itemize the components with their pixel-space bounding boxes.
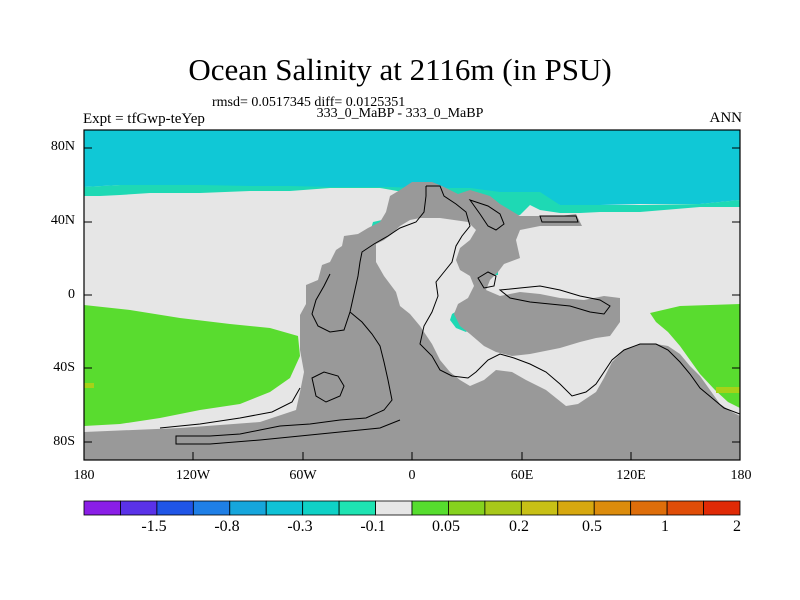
stats-text: rmsd= 0.0517345 diff= 0.0125351 — [212, 95, 406, 110]
coastline — [468, 199, 505, 231]
x-tick-label: 60E — [510, 468, 534, 483]
colorbar-cell — [265, 500, 304, 516]
colorbar-cell — [156, 500, 194, 516]
colorbar-cell — [411, 500, 449, 516]
coastline — [311, 186, 427, 333]
map-area — [84, 130, 740, 460]
south-indian-green — [650, 304, 740, 408]
y-tick-label: 80S — [53, 434, 75, 449]
x-tick-label: 60W — [289, 468, 317, 483]
colorbar-cell — [703, 500, 741, 516]
colorbar-cell — [484, 500, 522, 516]
x-tick-label: 120E — [616, 468, 646, 483]
south-pacific-green — [84, 305, 300, 426]
colorbar-cell — [229, 500, 267, 516]
y-tick-label: 40S — [53, 360, 75, 375]
teal-patch — [458, 188, 468, 194]
experiment-label: Expt = tfGwp-teYep — [83, 111, 205, 127]
colorbar-label: 0.5 — [582, 518, 602, 535]
colorbar-label: -0.1 — [360, 518, 386, 535]
colorbar-label: 2 — [733, 518, 741, 535]
axis-ticks — [83, 147, 741, 460]
colorbar-cell — [375, 500, 413, 516]
y-tick-label: 80N — [50, 139, 75, 154]
colorbar-label: -1.5 — [141, 518, 167, 535]
colorbar-cell — [302, 500, 340, 516]
coastline — [477, 271, 497, 289]
colorbar-cell — [630, 500, 668, 516]
coastline — [419, 185, 740, 415]
colorbar-cell — [593, 500, 632, 516]
coastline — [498, 285, 611, 315]
colorbar-label: -0.3 — [287, 518, 313, 535]
chart-subtitle: 333_0_MaBP - 333_0_MaBP — [316, 106, 484, 121]
coastlines — [159, 185, 740, 445]
colorbar-cell — [120, 500, 158, 516]
colorbar-cell — [338, 500, 376, 516]
yellow-green-patch — [84, 383, 94, 388]
coastline — [159, 387, 301, 429]
yellow-green-patch — [716, 387, 740, 393]
colorbar — [83, 500, 741, 516]
colorbar-label: -0.8 — [214, 518, 240, 535]
colorbar-cell — [557, 500, 595, 516]
chart-title: Ocean Salinity at 2116m (in PSU) — [188, 52, 612, 87]
colorbar-cell — [83, 500, 121, 516]
colorbar-cell — [192, 500, 231, 516]
landmass — [84, 182, 740, 460]
colorbar-cell — [448, 500, 486, 516]
arctic-teal-fringe — [84, 185, 740, 213]
colorbar-label: 0.2 — [509, 518, 529, 535]
colorbar-cell — [666, 500, 704, 516]
coastline — [539, 215, 579, 223]
x-tick-label: 120W — [175, 468, 211, 483]
x-tick-label: 0 — [408, 468, 416, 483]
y-tick-label: 0 — [68, 287, 75, 302]
colorbar-label: 1 — [661, 518, 669, 535]
colorbar-cell — [520, 500, 559, 516]
y-tick-label: 40N — [50, 213, 75, 228]
colorbar-label: 0.05 — [432, 518, 460, 535]
coastline — [175, 311, 401, 445]
x-tick-label: 180 — [730, 468, 752, 483]
season-label: ANN — [709, 110, 743, 126]
x-tick-label: 180 — [73, 468, 95, 483]
coastline — [311, 371, 345, 403]
